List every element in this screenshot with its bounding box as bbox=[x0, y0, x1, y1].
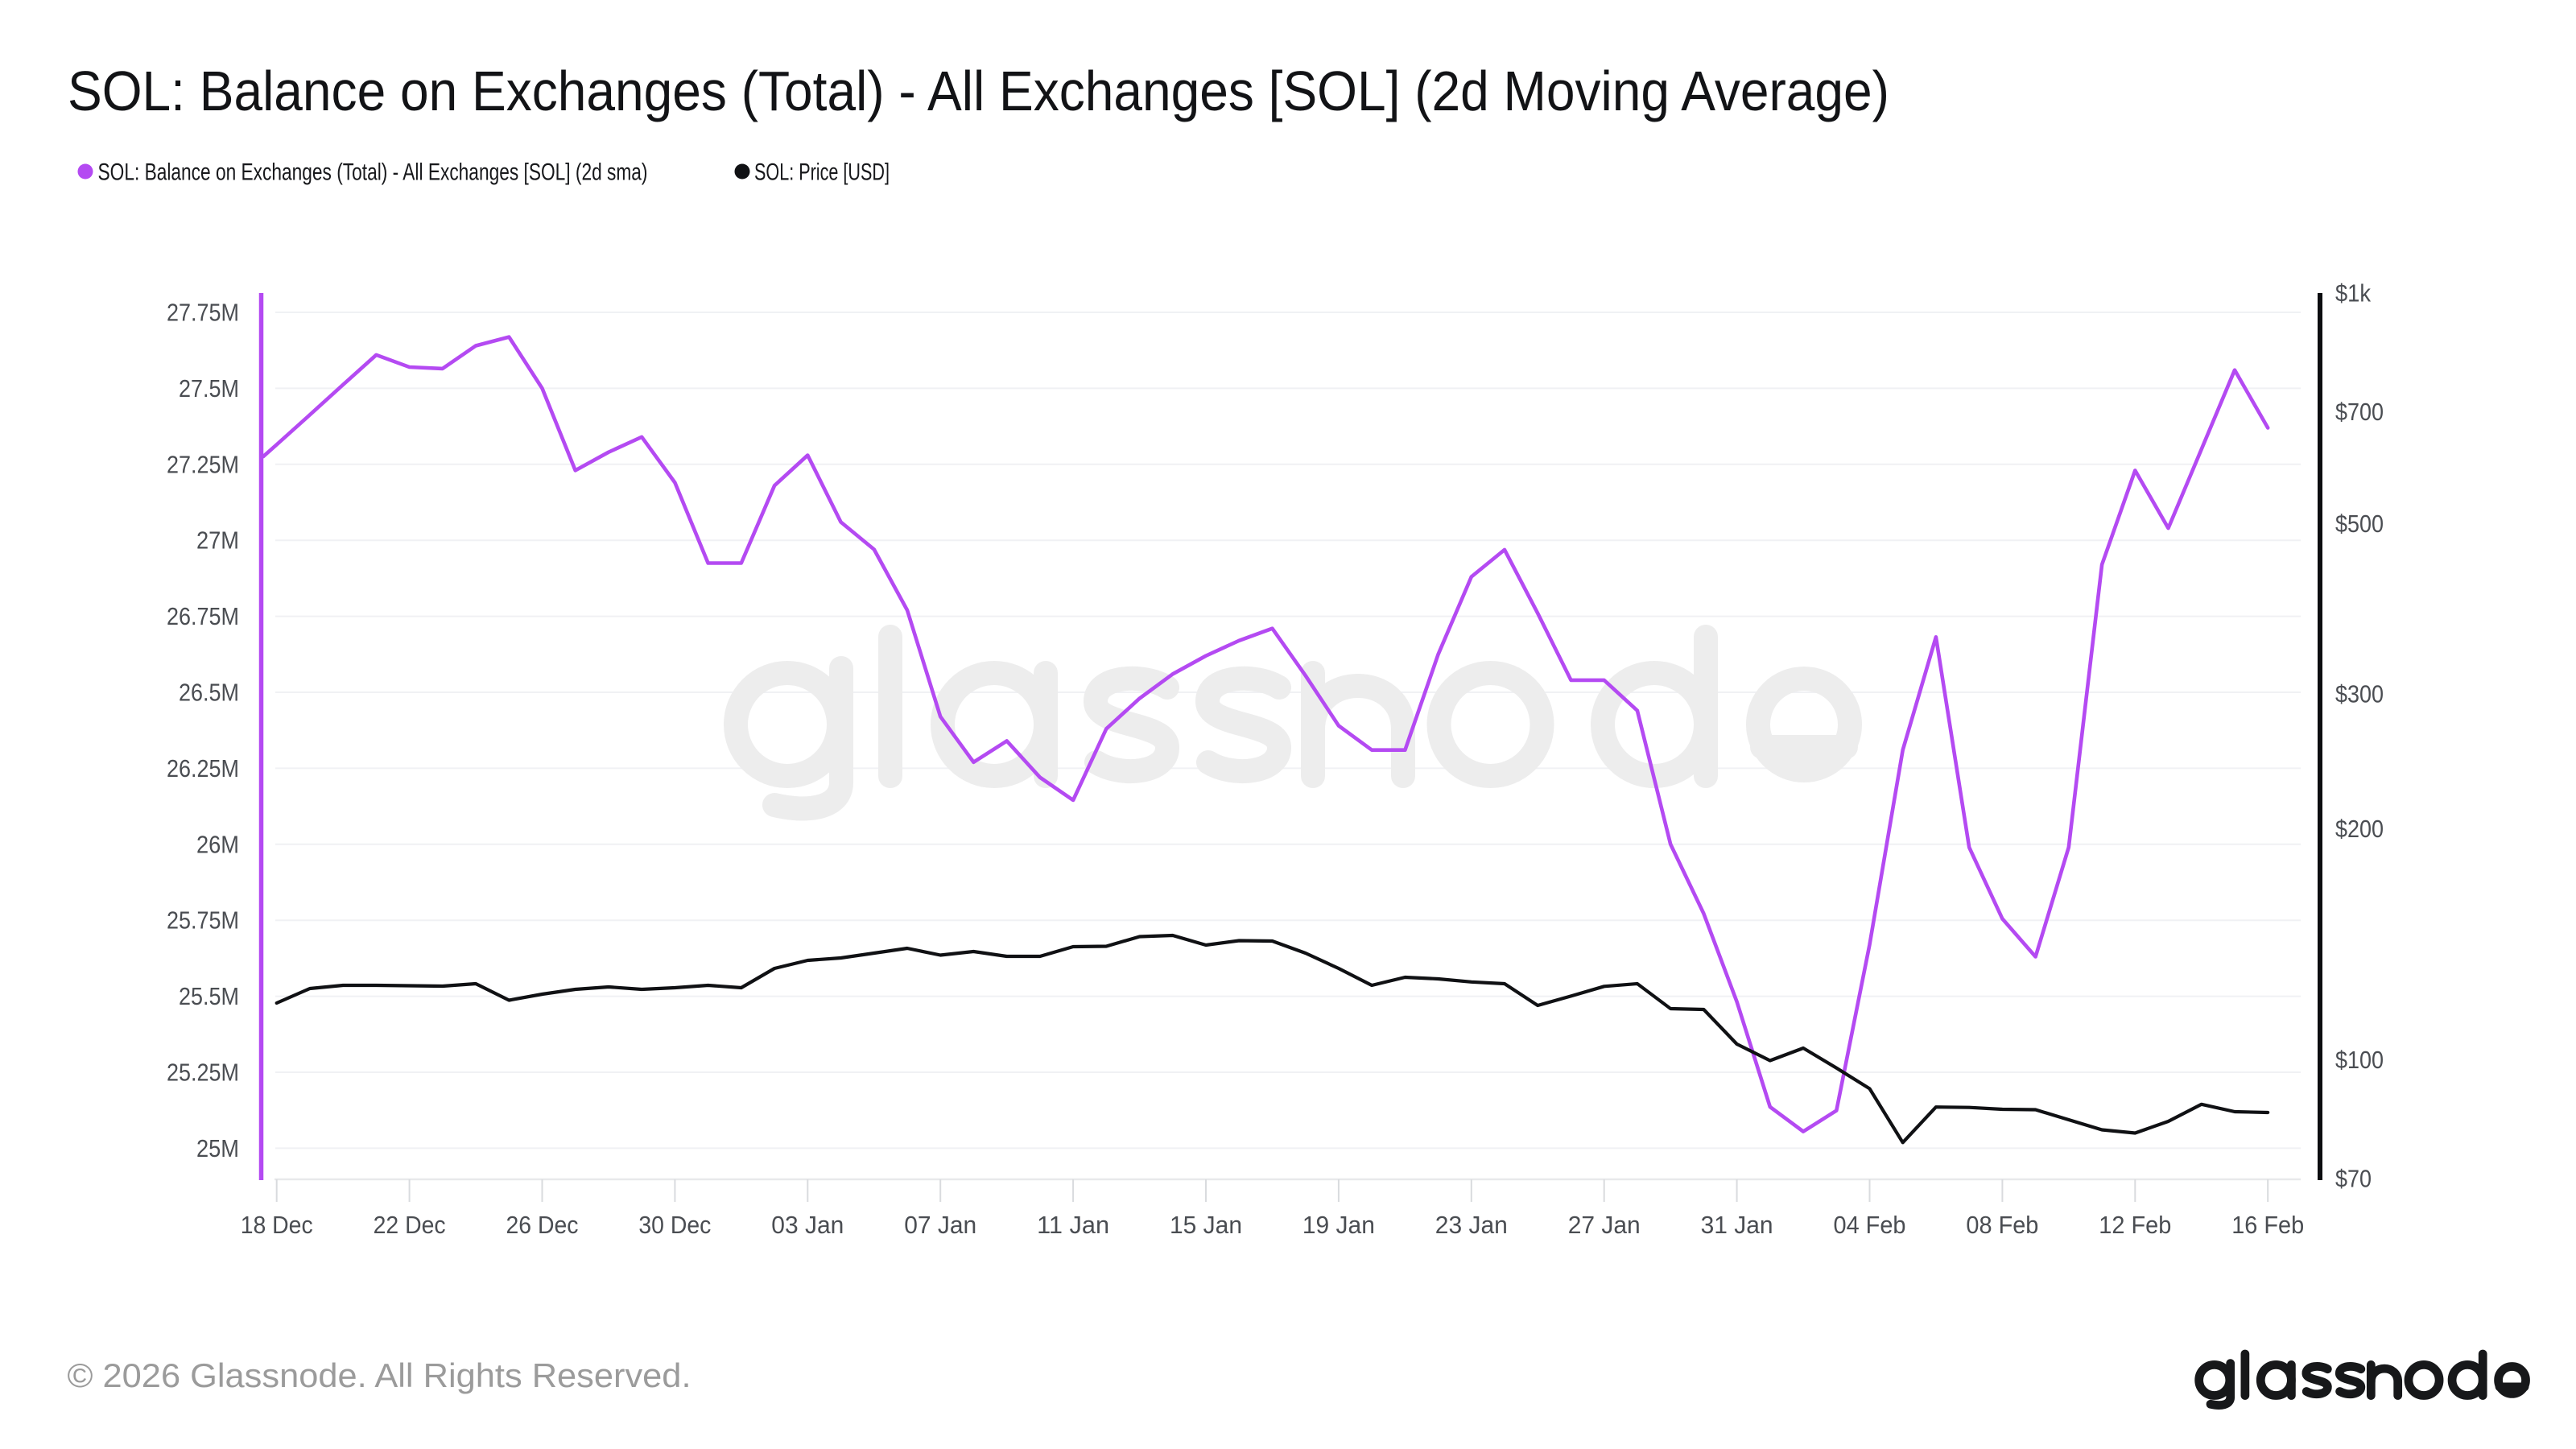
svg-text:27.5M: 27.5M bbox=[179, 374, 239, 402]
svg-text:25.5M: 25.5M bbox=[179, 982, 239, 1010]
svg-text:12 Feb: 12 Feb bbox=[2099, 1211, 2171, 1239]
svg-text:27M: 27M bbox=[196, 526, 239, 555]
svg-text:$500: $500 bbox=[2335, 510, 2384, 538]
svg-text:27.75M: 27.75M bbox=[167, 299, 239, 327]
svg-text:26 Dec: 26 Dec bbox=[506, 1211, 579, 1239]
svg-text:23 Jan: 23 Jan bbox=[1435, 1211, 1508, 1239]
svg-text:26.5M: 26.5M bbox=[179, 679, 239, 707]
svg-text:$300: $300 bbox=[2335, 680, 2384, 708]
svg-text:25.25M: 25.25M bbox=[167, 1059, 239, 1087]
svg-text:19 Jan: 19 Jan bbox=[1302, 1211, 1375, 1239]
svg-text:25.75M: 25.75M bbox=[167, 906, 239, 935]
svg-text:08 Feb: 08 Feb bbox=[1966, 1211, 2038, 1239]
svg-text:30 Dec: 30 Dec bbox=[638, 1211, 711, 1239]
svg-text:SOL: Balance on Exchanges (Tot: SOL: Balance on Exchanges (Total) - All … bbox=[68, 60, 1889, 122]
svg-text:26M: 26M bbox=[196, 830, 239, 858]
svg-text:$70: $70 bbox=[2335, 1165, 2372, 1193]
svg-text:27 Jan: 27 Jan bbox=[1568, 1211, 1641, 1239]
svg-text:18 Dec: 18 Dec bbox=[241, 1211, 313, 1239]
svg-text:03 Jan: 03 Jan bbox=[771, 1211, 844, 1239]
svg-text:26.25M: 26.25M bbox=[167, 754, 239, 782]
svg-text:11 Jan: 11 Jan bbox=[1037, 1211, 1109, 1239]
svg-text:SOL: Price [USD]: SOL: Price [USD] bbox=[754, 159, 890, 186]
svg-text:27.25M: 27.25M bbox=[167, 450, 239, 478]
svg-text:15 Jan: 15 Jan bbox=[1170, 1211, 1242, 1239]
svg-text:07 Jan: 07 Jan bbox=[904, 1211, 976, 1239]
svg-text:22 Dec: 22 Dec bbox=[374, 1211, 446, 1239]
svg-text:$700: $700 bbox=[2335, 398, 2384, 426]
svg-text:25M: 25M bbox=[196, 1134, 239, 1162]
svg-text:$200: $200 bbox=[2335, 815, 2384, 843]
svg-text:SOL: Balance on Exchanges (Tot: SOL: Balance on Exchanges (Total) - All … bbox=[98, 159, 648, 186]
svg-text:26.75M: 26.75M bbox=[167, 602, 239, 630]
svg-text:16 Feb: 16 Feb bbox=[2231, 1211, 2304, 1239]
svg-text:04 Feb: 04 Feb bbox=[1834, 1211, 1906, 1239]
svg-text:31 Jan: 31 Jan bbox=[1701, 1211, 1773, 1239]
svg-text:© 2026 Glassnode. All Rights R: © 2026 Glassnode. All Rights Reserved. bbox=[68, 1356, 691, 1394]
svg-text:$1k: $1k bbox=[2335, 279, 2371, 308]
svg-text:$100: $100 bbox=[2335, 1046, 2384, 1074]
